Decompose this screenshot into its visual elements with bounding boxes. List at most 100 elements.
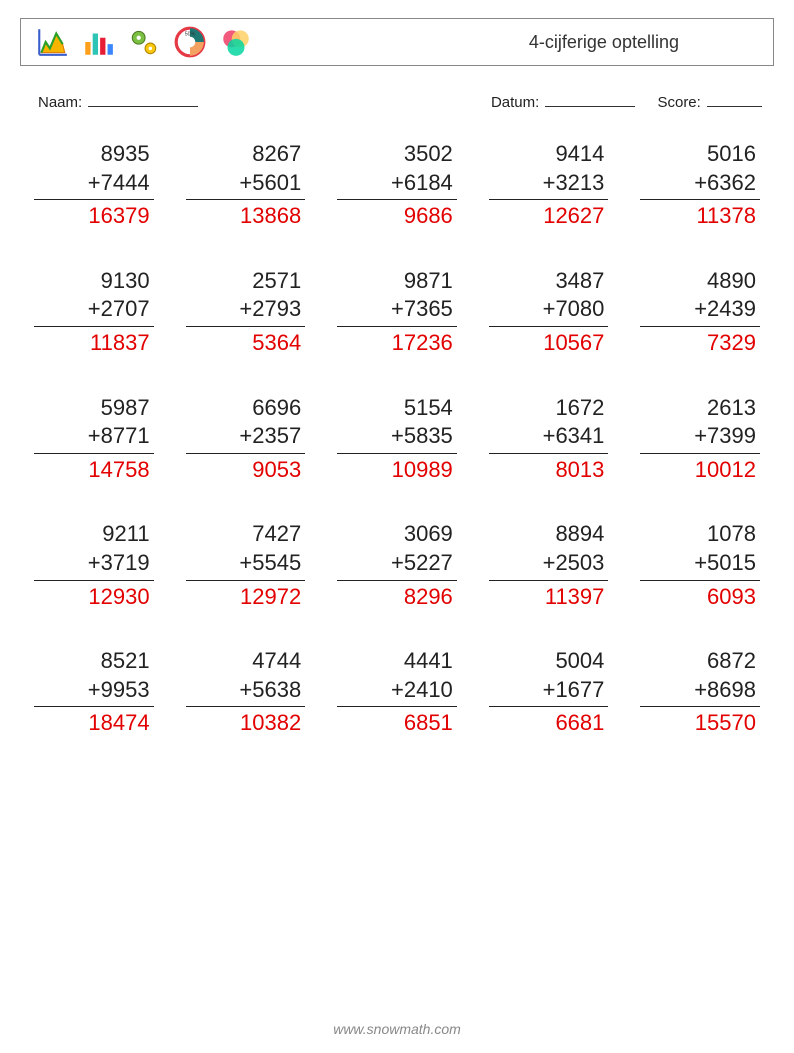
addition-problem: 1672+63418013	[489, 394, 609, 485]
answer: 6093	[640, 581, 760, 612]
operand-bottom: +2503	[489, 549, 609, 581]
operand-top: 5016	[640, 140, 760, 169]
answer: 7329	[640, 327, 760, 358]
answer: 11378	[640, 200, 760, 231]
meta-row: Naam: Datum: Score:	[38, 92, 762, 111]
operand-top: 3069	[337, 520, 457, 549]
operand-top: 2571	[186, 267, 306, 296]
answer: 9686	[337, 200, 457, 231]
operand-top: 5154	[337, 394, 457, 423]
operand-bottom: +2793	[186, 295, 306, 327]
operand-top: 5004	[489, 647, 609, 676]
operand-top: 8521	[34, 647, 154, 676]
addition-problem: 5987+877114758	[34, 394, 154, 485]
operand-bottom: +3213	[489, 169, 609, 201]
header-box: 50% 4-cijferige optelling	[20, 18, 774, 66]
addition-problem: 7427+554512972	[186, 520, 306, 611]
answer: 9053	[186, 454, 306, 485]
addition-problem: 3487+708010567	[489, 267, 609, 358]
operand-bottom: +3719	[34, 549, 154, 581]
answer: 8296	[337, 581, 457, 612]
operand-top: 1672	[489, 394, 609, 423]
operand-bottom: +2707	[34, 295, 154, 327]
operand-bottom: +7399	[640, 422, 760, 454]
answer: 10382	[186, 707, 306, 738]
operand-bottom: +6184	[337, 169, 457, 201]
answer: 12627	[489, 200, 609, 231]
svg-text:50%: 50%	[185, 32, 196, 38]
addition-problem: 9414+321312627	[489, 140, 609, 231]
addition-problem: 3069+52278296	[337, 520, 457, 611]
answer: 13868	[186, 200, 306, 231]
name-blank	[88, 92, 198, 107]
operand-bottom: +6341	[489, 422, 609, 454]
addition-problem: 1078+50156093	[640, 520, 760, 611]
bar-chart-icon	[81, 25, 115, 59]
operand-bottom: +5545	[186, 549, 306, 581]
addition-problem: 8894+250311397	[489, 520, 609, 611]
operand-bottom: +5015	[640, 549, 760, 581]
addition-problem: 5016+636211378	[640, 140, 760, 231]
addition-problem: 5154+583510989	[337, 394, 457, 485]
doughnut-chart-icon: 50%	[173, 25, 207, 59]
operand-top: 9211	[34, 520, 154, 549]
operand-top: 9871	[337, 267, 457, 296]
operand-top: 5987	[34, 394, 154, 423]
operand-top: 4744	[186, 647, 306, 676]
operand-bottom: +2410	[337, 676, 457, 708]
operand-bottom: +7444	[34, 169, 154, 201]
header-icons: 50%	[35, 25, 253, 59]
operand-top: 8267	[186, 140, 306, 169]
answer: 10567	[489, 327, 609, 358]
answer: 6851	[337, 707, 457, 738]
operand-top: 9414	[489, 140, 609, 169]
addition-problem: 9871+736517236	[337, 267, 457, 358]
operand-top: 6696	[186, 394, 306, 423]
operand-bottom: +2357	[186, 422, 306, 454]
addition-problem: 6696+23579053	[186, 394, 306, 485]
addition-problem: 3502+61849686	[337, 140, 457, 231]
operand-top: 2613	[640, 394, 760, 423]
addition-problem: 6872+869815570	[640, 647, 760, 738]
answer: 5364	[186, 327, 306, 358]
operand-bottom: +9953	[34, 676, 154, 708]
operand-bottom: +7365	[337, 295, 457, 327]
operand-bottom: +6362	[640, 169, 760, 201]
addition-problem: 9130+270711837	[34, 267, 154, 358]
score-label: Score:	[657, 94, 700, 111]
operand-top: 4441	[337, 647, 457, 676]
line-chart-icon	[35, 25, 69, 59]
operand-top: 6872	[640, 647, 760, 676]
answer: 16379	[34, 200, 154, 231]
operand-top: 4890	[640, 267, 760, 296]
answer: 18474	[34, 707, 154, 738]
operand-bottom: +8698	[640, 676, 760, 708]
addition-problem: 4890+24397329	[640, 267, 760, 358]
operand-bottom: +5227	[337, 549, 457, 581]
answer: 10989	[337, 454, 457, 485]
operand-top: 3487	[489, 267, 609, 296]
answer: 17236	[337, 327, 457, 358]
addition-problem: 2613+739910012	[640, 394, 760, 485]
date-field: Datum:	[491, 92, 636, 111]
answer: 6681	[489, 707, 609, 738]
answer: 12972	[186, 581, 306, 612]
answer: 11397	[489, 581, 609, 612]
answer: 12930	[34, 581, 154, 612]
operand-bottom: +8771	[34, 422, 154, 454]
operand-top: 9130	[34, 267, 154, 296]
problems-grid: 8935+7444163798267+5601138683502+6184968…	[34, 140, 760, 738]
gears-icon	[127, 25, 161, 59]
operand-top: 7427	[186, 520, 306, 549]
score-field: Score:	[657, 92, 762, 111]
worksheet-title: 4-cijferige optelling	[529, 32, 679, 53]
operand-top: 3502	[337, 140, 457, 169]
addition-problem: 9211+371912930	[34, 520, 154, 611]
name-label: Naam:	[38, 94, 82, 111]
addition-problem: 4441+24106851	[337, 647, 457, 738]
worksheet-page: 50% 4-cijferige optelling Naam: Datum: S…	[0, 0, 794, 1053]
score-blank	[707, 92, 762, 107]
addition-problem: 8267+560113868	[186, 140, 306, 231]
operand-bottom: +5835	[337, 422, 457, 454]
operand-top: 8894	[489, 520, 609, 549]
